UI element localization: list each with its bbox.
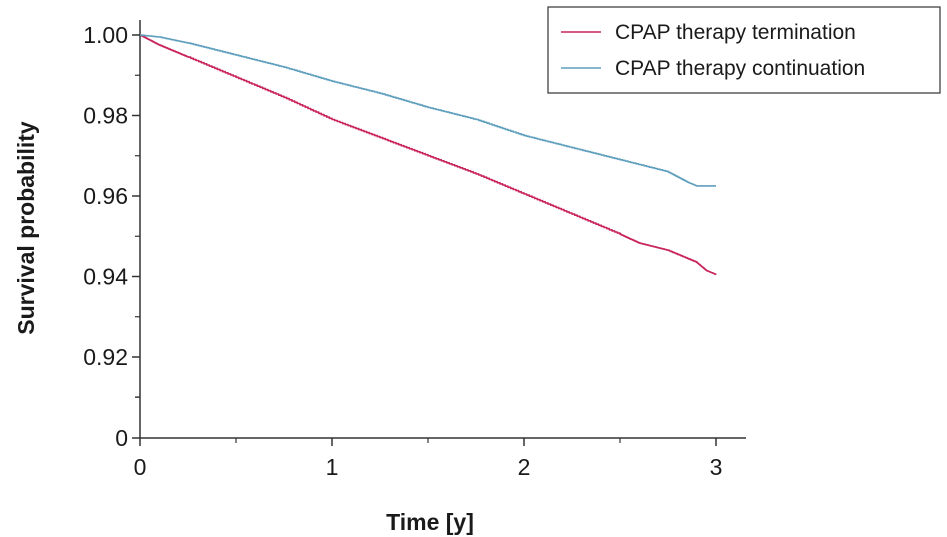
legend-label: CPAP therapy continuation	[615, 57, 865, 80]
series-line-2	[140, 34, 716, 187]
series-lines	[140, 34, 717, 276]
y-tick-label: 0.92	[83, 344, 128, 370]
axes: 1.00 0.98 0.96 0.94 0.92 00 1 2 3	[83, 20, 746, 480]
legend: CPAP therapy termination CPAP therapy con…	[547, 6, 941, 94]
series-line-1	[140, 34, 717, 276]
y-tick-label: 0.98	[83, 103, 128, 129]
x-axis-title: Time [y]	[386, 509, 474, 535]
y-axis-title: Survival probability	[13, 121, 39, 335]
legend-box	[547, 6, 941, 94]
x-tick-label: 0	[134, 454, 147, 480]
x-tick-label: 3	[710, 454, 723, 480]
y-tick-label: 1.00	[83, 22, 128, 48]
y-tick-label: 0	[115, 425, 128, 451]
legend-label: CPAP therapy termination	[615, 21, 856, 44]
x-tick-label: 1	[326, 454, 339, 480]
y-tick-label: 0.96	[83, 183, 128, 209]
x-tick-label: 2	[518, 454, 531, 480]
y-tick-label: 0.94	[83, 264, 128, 290]
